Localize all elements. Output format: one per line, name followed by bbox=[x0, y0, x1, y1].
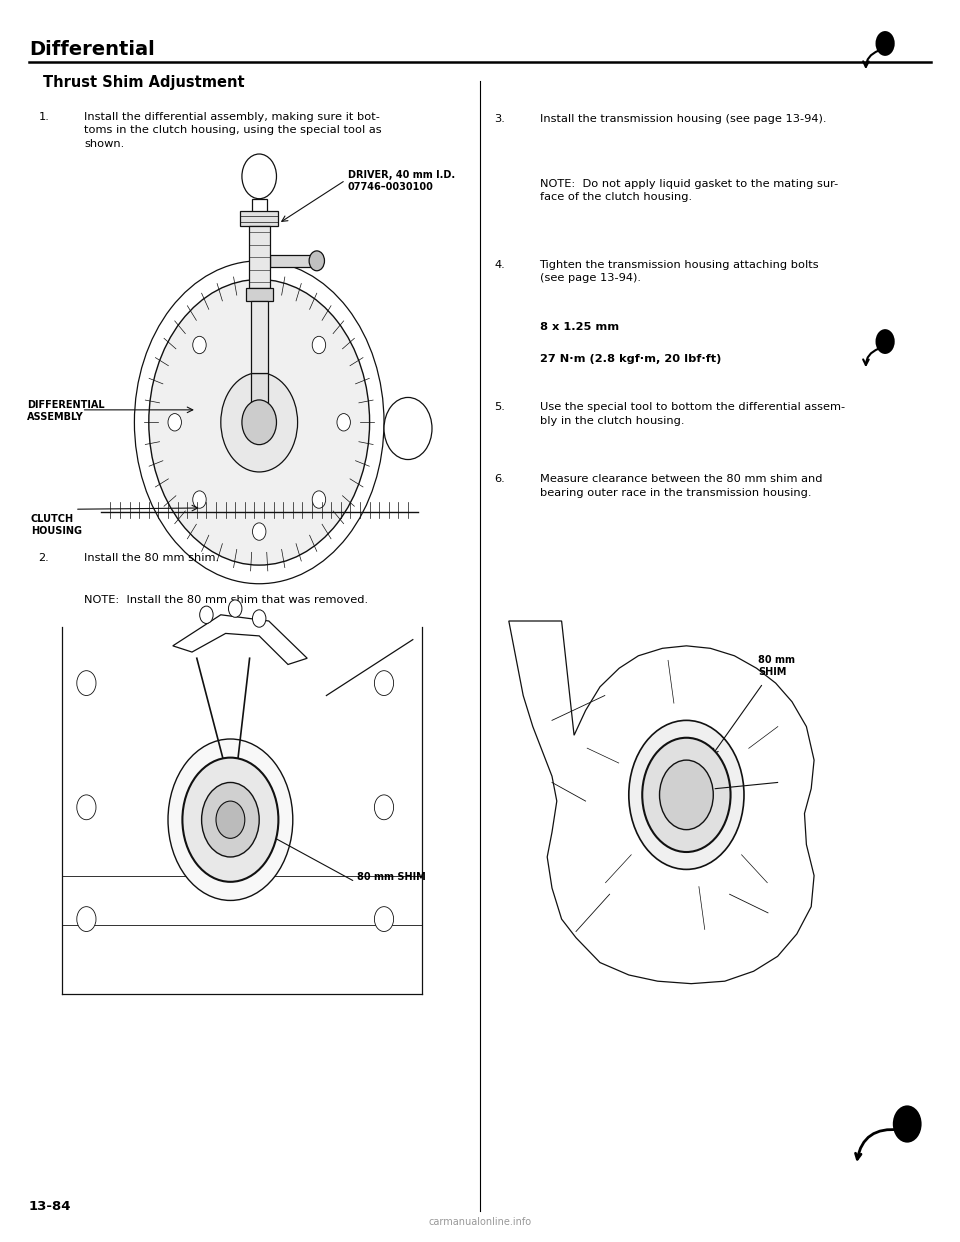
Text: carmanualonline.info: carmanualonline.info bbox=[428, 1217, 532, 1227]
Text: Install the differential assembly, making sure it bot-
toms in the clutch housin: Install the differential assembly, makin… bbox=[84, 112, 382, 149]
Text: Install the transmission housing (see page 13-94).: Install the transmission housing (see pa… bbox=[540, 114, 826, 124]
Bar bbox=[249, 226, 270, 288]
Circle shape bbox=[77, 907, 96, 932]
Bar bbox=[251, 373, 268, 422]
Text: 4.: 4. bbox=[494, 260, 505, 270]
Text: NOTE:  Do not apply liquid gasket to the mating sur-
face of the clutch housing.: NOTE: Do not apply liquid gasket to the … bbox=[540, 179, 838, 202]
Text: Install the 80 mm shim.: Install the 80 mm shim. bbox=[84, 553, 220, 563]
Circle shape bbox=[374, 671, 394, 696]
Circle shape bbox=[312, 491, 325, 508]
Text: DIFFERENTIAL
ASSEMBLY: DIFFERENTIAL ASSEMBLY bbox=[27, 400, 105, 421]
Circle shape bbox=[642, 738, 731, 852]
Polygon shape bbox=[173, 615, 307, 664]
Circle shape bbox=[629, 720, 744, 869]
Circle shape bbox=[660, 760, 713, 830]
Circle shape bbox=[182, 758, 278, 882]
Text: Tighten the transmission housing attaching bolts
(see page 13-94).: Tighten the transmission housing attachi… bbox=[540, 260, 819, 283]
Circle shape bbox=[200, 606, 213, 623]
Text: 5.: 5. bbox=[494, 402, 505, 412]
Circle shape bbox=[168, 739, 293, 900]
Circle shape bbox=[252, 610, 266, 627]
Circle shape bbox=[202, 782, 259, 857]
Circle shape bbox=[77, 671, 96, 696]
Text: NOTE:  Install the 80 mm shim that was removed.: NOTE: Install the 80 mm shim that was re… bbox=[84, 595, 369, 605]
Bar bbox=[252, 199, 267, 214]
Circle shape bbox=[216, 801, 245, 838]
Circle shape bbox=[168, 414, 181, 431]
Polygon shape bbox=[270, 255, 317, 267]
Circle shape bbox=[876, 31, 895, 56]
Text: Use the special tool to bottom the differential assem-
bly in the clutch housing: Use the special tool to bottom the diffe… bbox=[540, 402, 845, 426]
Circle shape bbox=[312, 337, 325, 354]
Circle shape bbox=[221, 373, 298, 472]
Text: Differential: Differential bbox=[29, 40, 155, 58]
Circle shape bbox=[893, 1105, 922, 1143]
Circle shape bbox=[149, 279, 370, 565]
Circle shape bbox=[252, 304, 266, 322]
Text: 6.: 6. bbox=[494, 474, 505, 484]
Circle shape bbox=[193, 491, 206, 508]
Circle shape bbox=[77, 795, 96, 820]
Circle shape bbox=[309, 251, 324, 271]
Polygon shape bbox=[509, 621, 814, 984]
Text: Thrust Shim Adjustment: Thrust Shim Adjustment bbox=[43, 75, 245, 89]
Text: Measure clearance between the 80 mm shim and
bearing outer race in the transmiss: Measure clearance between the 80 mm shim… bbox=[540, 474, 822, 498]
Circle shape bbox=[242, 400, 276, 445]
Circle shape bbox=[876, 329, 895, 354]
Circle shape bbox=[134, 261, 384, 584]
Text: 1.: 1. bbox=[38, 112, 49, 122]
Bar bbox=[251, 301, 268, 373]
Text: 3.: 3. bbox=[494, 114, 505, 124]
Circle shape bbox=[384, 397, 432, 460]
Text: 80 mm SHIM: 80 mm SHIM bbox=[357, 872, 426, 882]
Text: 13-84: 13-84 bbox=[29, 1201, 71, 1213]
Circle shape bbox=[374, 907, 394, 932]
Text: 80 mm
SHIM: 80 mm SHIM bbox=[758, 656, 796, 677]
Text: CLUTCH
HOUSING: CLUTCH HOUSING bbox=[31, 514, 82, 535]
Circle shape bbox=[228, 600, 242, 617]
Circle shape bbox=[242, 154, 276, 199]
Bar bbox=[240, 211, 278, 226]
Circle shape bbox=[337, 414, 350, 431]
Bar bbox=[246, 288, 273, 301]
Text: DRIVER, 40 mm I.D.
07746–0030100: DRIVER, 40 mm I.D. 07746–0030100 bbox=[348, 170, 455, 191]
Circle shape bbox=[374, 795, 394, 820]
Text: 27 N·m (2.8 kgf·m, 20 lbf·ft): 27 N·m (2.8 kgf·m, 20 lbf·ft) bbox=[540, 354, 721, 364]
Circle shape bbox=[193, 337, 206, 354]
Text: 2.: 2. bbox=[38, 553, 49, 563]
Circle shape bbox=[252, 523, 266, 540]
Text: 8 x 1.25 mm: 8 x 1.25 mm bbox=[540, 322, 618, 332]
